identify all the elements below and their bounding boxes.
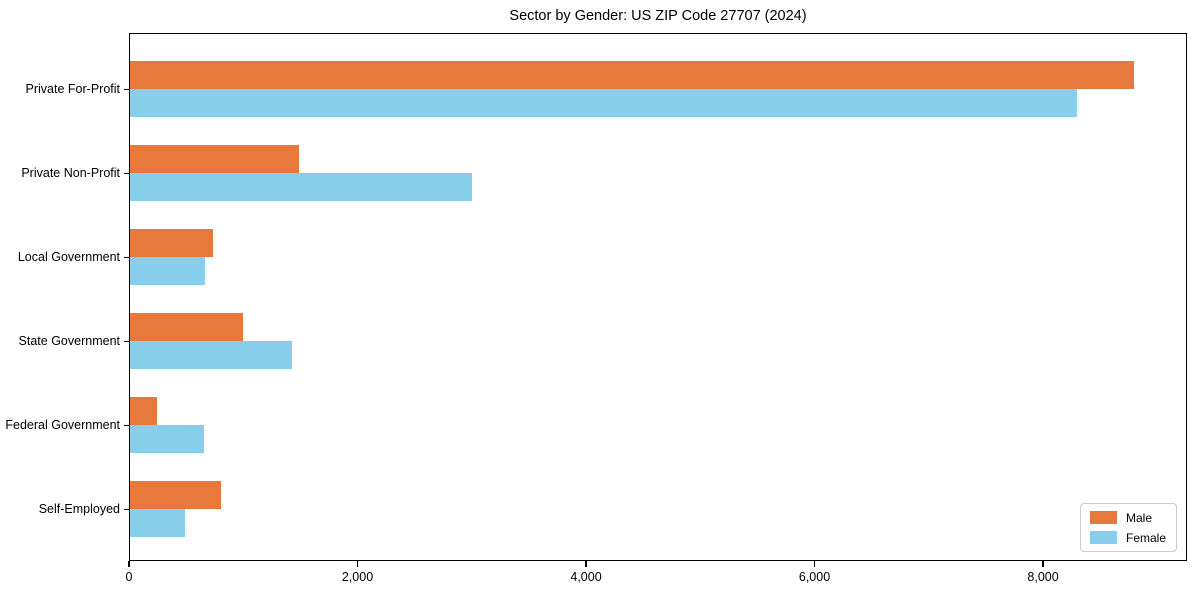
bar-rows: Private For-Profit Private Non-Profit Loca… [5,34,1186,560]
y-tick-label-local-government: Local Government [17,250,120,264]
y-tick-mark [124,508,130,510]
x-tick-label: 0 [125,570,133,584]
x-tick-label: 8,000 [1027,570,1059,584]
y-tick-mark [124,172,130,174]
y-tick-label-private-non-profit: Private Non-Profit [21,166,120,180]
legend-swatch-female-icon [1089,531,1117,544]
y-tick-mark [124,256,130,258]
bar-female-local-government [130,257,206,285]
category-row-federal-government: Federal Government [5,383,1186,467]
bar-male-state-government [130,313,243,341]
bar-male-federal-government [130,397,158,425]
bar-male-private-for-profit [130,61,1134,89]
y-tick-label-state-government: State Government [18,334,120,348]
y-tick-label-federal-government: Federal Government [5,418,120,432]
category-row-self-employed: Self-Employed [39,467,1186,551]
legend: Male Female [1079,503,1177,552]
x-tick-label: 4,000 [570,570,602,584]
bar-female-self-employed [130,509,185,537]
category-row-local-government: Local Government [18,215,1186,299]
category-row-state-government: State Government [19,299,1186,383]
x-tick-label: 6,000 [798,570,831,584]
legend-swatch-male-icon [1089,511,1117,524]
x-tick-label: 2,000 [341,570,374,584]
y-tick-mark [124,340,130,342]
legend-label-female: Female [1125,530,1166,545]
x-tick-mark [1042,561,1044,567]
bar-female-state-government [130,341,292,369]
y-tick-label-private-for-profit: Private For-Profit [25,82,120,96]
bar-female-private-non-profit [130,173,473,201]
legend-item-female: Female [1089,530,1166,545]
category-row-private-non-profit: Private Non-Profit [21,131,1186,215]
bar-female-private-for-profit [130,89,1077,117]
y-tick-mark [124,424,130,426]
y-tick-label-self-employed: Self-Employed [38,502,120,516]
bar-female-federal-government [130,425,205,453]
x-tick-mark [128,561,130,567]
legend-label-male: Male [1125,510,1152,525]
bar-male-local-government [130,229,214,257]
bar-male-self-employed [130,481,222,509]
bar-male-private-non-profit [130,145,299,173]
x-tick-mark [813,561,816,567]
legend-item-male: Male [1089,510,1166,525]
chart-title: Sector by Gender: US ZIP Code 27707 (202… [509,8,807,24]
x-axis: 0 2,000 4,000 6,000 8,000 [125,561,1187,591]
y-tick-mark [124,88,130,90]
x-tick-mark [356,561,359,567]
plot-area: Private For-Profit Private Non-Profit Loca… [5,33,1187,561]
x-tick-mark [585,561,587,567]
category-row-private-for-profit: Private For-Profit [26,47,1186,131]
